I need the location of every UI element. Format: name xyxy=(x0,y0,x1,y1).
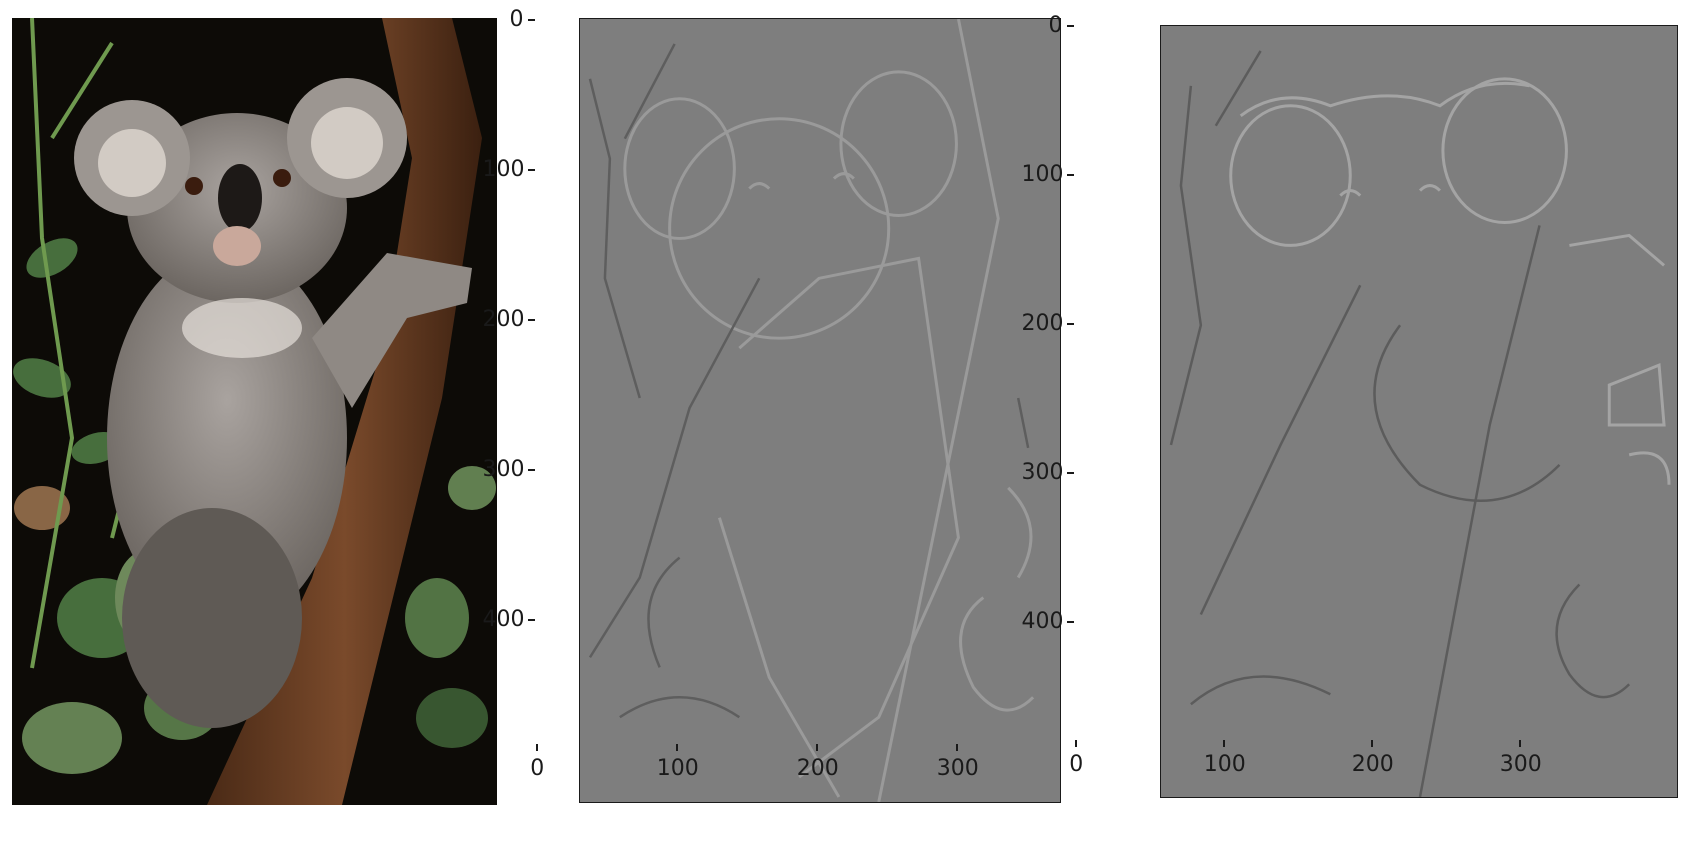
y-tick-label: 100 xyxy=(1021,162,1064,187)
x-tick-mark xyxy=(1223,740,1225,747)
y-tick-mark xyxy=(1067,472,1074,474)
y-tick-mark xyxy=(1067,621,1074,623)
y-tick-mark xyxy=(528,619,535,621)
y-tick-label: 200 xyxy=(482,307,525,332)
koala-photo xyxy=(12,18,497,805)
y-tick-label: 400 xyxy=(482,607,525,632)
x-tick-mark xyxy=(1371,740,1373,747)
x-tick-mark xyxy=(1519,740,1521,747)
x-tick-mark xyxy=(676,744,678,751)
x-tick-label: 0 xyxy=(530,756,545,781)
x-tick-label: 300 xyxy=(936,756,979,781)
x-tick-mark xyxy=(956,744,958,751)
x-tick-label: 300 xyxy=(1499,752,1542,777)
y-tick-mark xyxy=(528,469,535,471)
y-tick-mark xyxy=(528,169,535,171)
x-tick-label: 200 xyxy=(1351,752,1394,777)
y-tick-label: 400 xyxy=(1021,609,1064,634)
y-tick-mark xyxy=(1067,174,1074,176)
y-tick-mark xyxy=(528,19,535,21)
x-tick-label: 0 xyxy=(1069,752,1084,777)
x-tick-mark xyxy=(1075,740,1077,747)
y-tick-label: 200 xyxy=(1021,311,1064,336)
y-tick-label: 100 xyxy=(482,157,525,182)
y-tick-mark xyxy=(1067,323,1074,325)
x-tick-mark xyxy=(816,744,818,751)
x-tick-label: 100 xyxy=(1203,752,1246,777)
y-tick-label: 300 xyxy=(482,457,525,482)
y-tick-mark xyxy=(528,319,535,321)
y-tick-mark xyxy=(1067,25,1074,27)
edge-filter-y-image xyxy=(1160,25,1678,798)
x-tick-label: 200 xyxy=(796,756,839,781)
edge-filter-x-image xyxy=(579,18,1061,803)
x-tick-mark xyxy=(536,744,538,751)
y-tick-label: 0 xyxy=(1048,13,1063,38)
y-tick-label: 0 xyxy=(509,7,524,32)
y-tick-label: 300 xyxy=(1021,460,1064,485)
x-tick-label: 100 xyxy=(656,756,699,781)
